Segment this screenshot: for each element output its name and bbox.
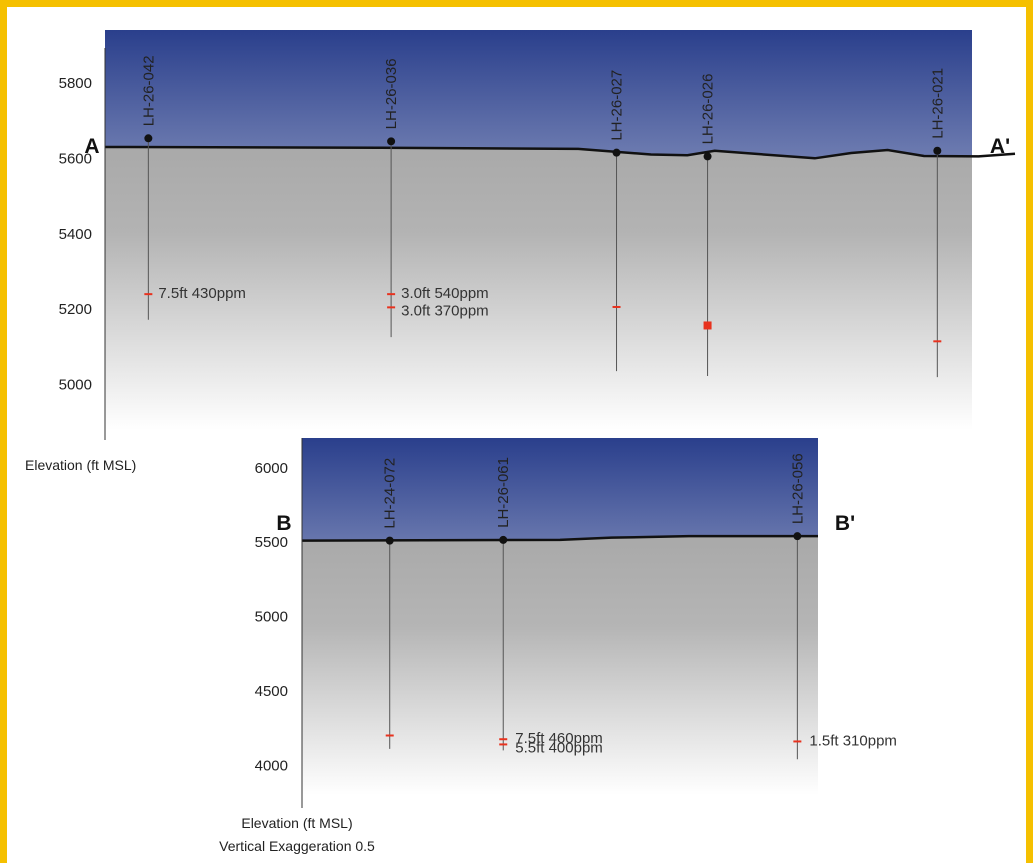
intercept-label: 1.5ft 310ppm bbox=[809, 732, 897, 749]
section-b-chart: 4000 4500 5000 5500 6000 Elevation (ft MSL) Ve… bbox=[219, 438, 897, 854]
hole-id-label: LH-26-061 bbox=[495, 457, 512, 528]
drill-collar-marker bbox=[144, 134, 153, 143]
y-tick-label: 5800 bbox=[59, 75, 92, 92]
y-tick-label: 5000 bbox=[255, 609, 288, 626]
y-tick-label: 5000 bbox=[59, 377, 92, 394]
hole-id-label: LH-26-021 bbox=[929, 68, 946, 139]
intercept-label: 3.0ft 540ppm bbox=[401, 285, 489, 302]
hole-id-label: LH-26-026 bbox=[700, 74, 717, 145]
y-tick-label: 4500 bbox=[255, 683, 288, 700]
drill-collar-marker bbox=[499, 535, 508, 544]
ground-surface-line bbox=[301, 534, 818, 542]
assay-intercept-mark bbox=[703, 321, 712, 330]
section-a-chart: 5000 5200 5400 5600 5800 Elevation (ft MSL) A A… bbox=[25, 30, 1016, 473]
intercept-label: 3.0ft 370ppm bbox=[401, 302, 489, 319]
y-axis-label: Elevation (ft MSL) bbox=[25, 457, 136, 473]
section-start-label: A bbox=[84, 135, 99, 158]
drill-collar-marker bbox=[387, 137, 396, 146]
drill-collar-marker bbox=[933, 146, 942, 155]
ground-area bbox=[105, 146, 972, 430]
intercept-label: 5.5ft 400ppm bbox=[515, 739, 603, 756]
drill-collar-marker bbox=[703, 152, 712, 161]
hole-id-label: LH-26-042 bbox=[140, 55, 157, 126]
vertical-exaggeration-note: Vertical Exaggeration 0.5 bbox=[219, 838, 375, 854]
y-tick-label: 5200 bbox=[59, 301, 92, 318]
y-tick-label: 5600 bbox=[59, 150, 92, 167]
section-start-label: B bbox=[276, 512, 291, 535]
drill-collar-marker bbox=[793, 532, 802, 541]
y-tick-label: 4000 bbox=[255, 757, 288, 774]
drill-collar-marker bbox=[612, 148, 621, 157]
y-tick-label: 5500 bbox=[255, 534, 288, 551]
section-end-label: B' bbox=[835, 512, 855, 535]
y-axis-label: Elevation (ft MSL) bbox=[241, 815, 352, 831]
intercept-label: 7.5ft 460ppm bbox=[515, 730, 603, 747]
section-end-label: A' bbox=[990, 135, 1010, 158]
drill-collar-marker bbox=[385, 536, 394, 545]
y-tick-label: 6000 bbox=[255, 460, 288, 477]
intercept-label: 7.5ft 430ppm bbox=[158, 285, 246, 302]
hole-id-label: LH-26-027 bbox=[609, 70, 626, 141]
y-tick-label: 5400 bbox=[59, 226, 92, 243]
hole-id-label: LH-24-072 bbox=[382, 458, 399, 529]
ground-surface-line bbox=[104, 145, 1016, 160]
hole-id-label: LH-26-036 bbox=[383, 58, 400, 129]
ground-area bbox=[302, 536, 818, 795]
hole-id-label: LH-26-056 bbox=[789, 453, 806, 524]
